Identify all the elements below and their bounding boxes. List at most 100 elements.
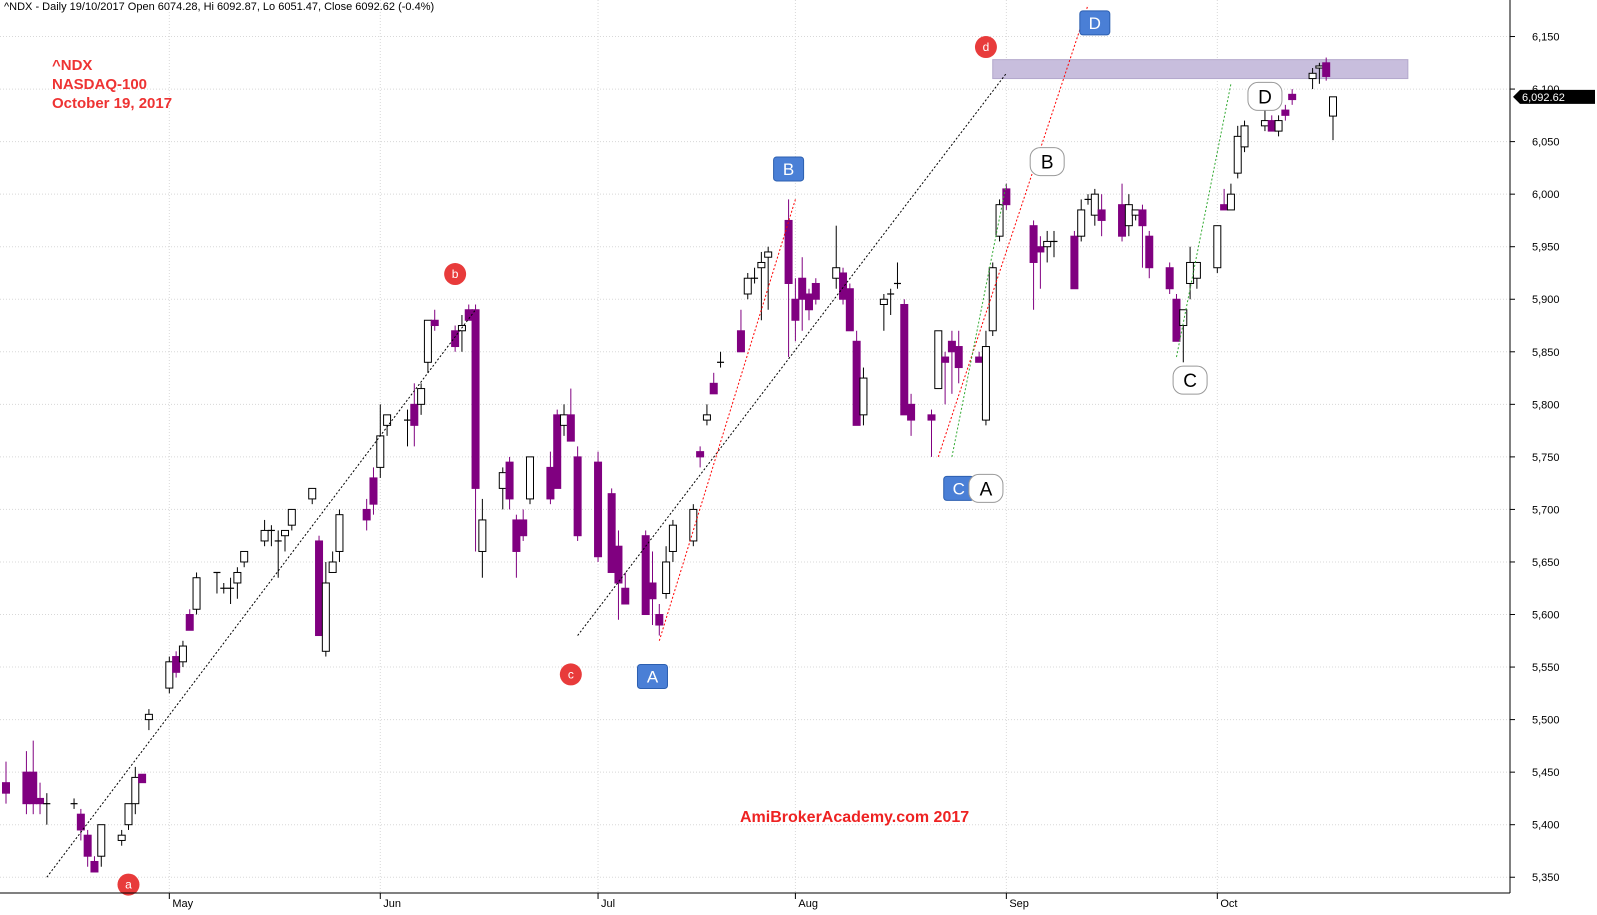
candle-body-bullish (1077, 209, 1086, 237)
candle-body-bearish (1138, 209, 1147, 227)
candle-body-bearish (573, 456, 582, 537)
candle-body-bullish (144, 713, 153, 721)
symbol-header-text: ^NDX - Daily 19/10/2017 Open 6074.28, Hi… (4, 1, 435, 13)
y-tick-label: 5,900 (1532, 294, 1560, 306)
title-date: October 19, 2017 (52, 95, 173, 112)
candle (1043, 230, 1052, 263)
y-tick-label: 6,000 (1532, 189, 1560, 201)
candle-body-bullish (423, 319, 432, 363)
title-symbol: ^NDX (52, 57, 93, 74)
candle (43, 793, 51, 825)
white-marker-label: A (980, 479, 993, 500)
candle (995, 199, 1004, 242)
candle-body-bearish (1172, 298, 1181, 342)
red-marker-circle (974, 36, 997, 59)
y-axis-panel (1510, 0, 1597, 910)
candle-body-bearish (1288, 93, 1297, 101)
candle (1036, 236, 1045, 289)
candle (430, 309, 439, 331)
candle-body-bearish (566, 414, 575, 442)
candle (1138, 204, 1147, 268)
candle (1070, 230, 1079, 290)
symbol-header: ^NDX - Daily 19/10/2017 Open 6074.28, Hi… (4, 1, 434, 13)
candle (308, 487, 317, 505)
candle-body-bullish (321, 582, 330, 652)
wave-label-red-circle: a (117, 873, 140, 896)
candle (717, 351, 725, 368)
red-marker-circle (444, 263, 467, 286)
candle (315, 535, 324, 637)
candle-body-bullish (662, 561, 671, 594)
candle (227, 577, 235, 605)
candle-body-bullish (260, 529, 269, 542)
candle-body-bearish (1029, 225, 1038, 263)
candle-body-bullish (832, 267, 841, 279)
y-tick-label: 5,400 (1532, 820, 1560, 832)
candle (97, 824, 106, 867)
candle (1308, 68, 1317, 90)
resistance-zone (992, 59, 1409, 80)
wave-label-white-box: D (1247, 81, 1283, 111)
y-tick-label: 5,800 (1532, 399, 1560, 411)
y-tick-label: 5,450 (1532, 767, 1560, 779)
candle (743, 272, 752, 300)
wave-label-white-box: C (1172, 365, 1208, 395)
candle (614, 530, 623, 620)
candle-body-bearish (138, 773, 147, 784)
candle-body-bearish (553, 414, 562, 489)
candle (662, 546, 671, 599)
candle (648, 551, 657, 626)
candle (1288, 89, 1297, 105)
candle (879, 293, 888, 331)
candle-body-bearish (410, 403, 419, 426)
candle-body-bullish (281, 529, 290, 537)
candle (1084, 194, 1092, 205)
candle (274, 530, 282, 578)
candle-body-bearish (594, 461, 603, 558)
candle-body-bearish (519, 519, 528, 537)
y-tick-label: 5,950 (1532, 242, 1560, 254)
red-trend-1-line (658, 199, 796, 641)
candle (1240, 120, 1249, 153)
candle-body-bearish (1036, 246, 1045, 253)
candle (2, 761, 10, 804)
candle-body-bullish (764, 251, 773, 258)
candle-body-bullish (525, 456, 534, 500)
y-tick-label: 5,350 (1532, 872, 1560, 884)
candle-body-bullish (478, 519, 487, 552)
candle (1050, 230, 1058, 258)
candle (1077, 199, 1086, 242)
x-tick-label: Jul (601, 898, 615, 910)
y-tick-label: 5,750 (1532, 452, 1560, 464)
candle-body-bearish (36, 797, 45, 805)
x-tick-label: Oct (1220, 898, 1237, 910)
candle-body-bearish (607, 493, 616, 573)
candle-body-bearish (736, 330, 745, 353)
candle-body-bearish (852, 340, 861, 426)
candle-body-bearish (430, 319, 439, 327)
candle-body-bearish (1145, 235, 1154, 269)
candle-body-bullish (192, 577, 201, 610)
green-trend-1-line (951, 183, 1007, 457)
white-marker-box (1172, 365, 1208, 395)
candle-body-bullish (417, 388, 426, 405)
candle-body-bearish (29, 771, 38, 805)
candle (607, 488, 616, 573)
wave-label-white-box: B (1029, 147, 1065, 177)
candle (1145, 230, 1154, 279)
y-tick-label: 5,850 (1532, 347, 1560, 359)
candle-body-bullish (1233, 135, 1242, 174)
wave-label-blue-box: D (1079, 10, 1111, 36)
candle-body-bullish (1090, 193, 1099, 216)
candle-body-bullish (560, 414, 569, 426)
blue-marker-box (773, 156, 805, 182)
candle (192, 572, 201, 615)
y-tick-label: 5,700 (1532, 504, 1560, 516)
candle (1165, 262, 1174, 294)
candle (369, 467, 378, 515)
candle (76, 808, 85, 841)
candle (478, 498, 487, 578)
candle-body-bearish (22, 771, 31, 805)
candle (981, 330, 990, 426)
